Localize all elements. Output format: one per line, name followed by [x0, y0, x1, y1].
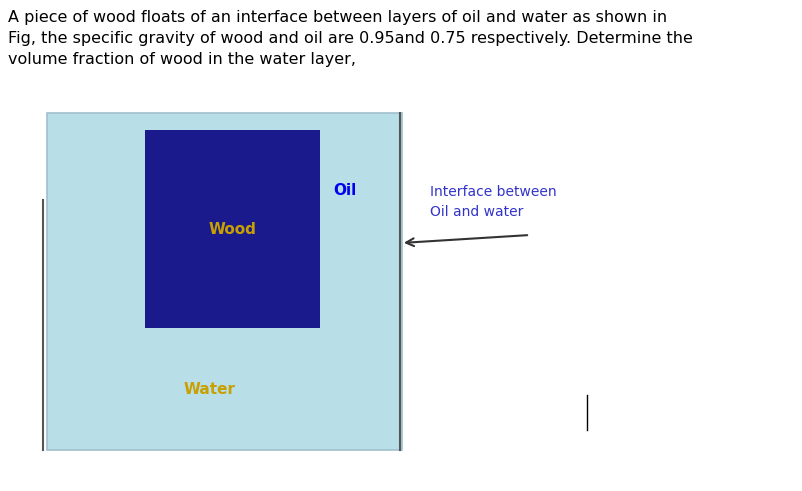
Bar	[145, 130, 320, 328]
Text: Water: Water	[184, 382, 236, 398]
Bar	[47, 113, 402, 450]
Text: A piece of wood floats of an interface between layers of oil and water as shown : A piece of wood floats of an interface b…	[8, 10, 692, 67]
Text: Wood: Wood	[209, 221, 256, 237]
Text: Interface between
Oil and water: Interface between Oil and water	[429, 185, 556, 218]
Text: Oil: Oil	[333, 183, 356, 197]
